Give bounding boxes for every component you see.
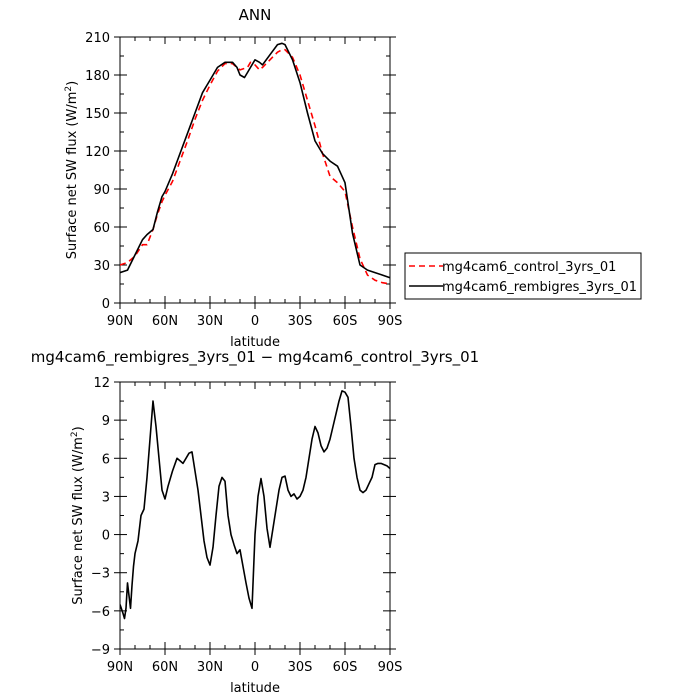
plot-title: ANN [239, 6, 272, 24]
plot-title: mg4cam6_rembigres_3yrs_01 − mg4cam6_cont… [31, 348, 479, 367]
y-tick-label: 0 [102, 529, 110, 544]
x-tick-label: 90S [378, 660, 403, 675]
y-tick-label: 120 [85, 145, 110, 160]
y-axis-label-main: Surface net SW flux (W/m [71, 437, 86, 605]
y-tick-label: −9 [91, 643, 110, 658]
bottom-panel: 90N 60N 30N 0 30S 60S 90S −9 −6 −3 0 3 6 9 12 mg4cam6_r… [31, 348, 479, 696]
y-tick-label: 6 [102, 452, 110, 467]
x-axis-label: latitude [230, 335, 280, 350]
x-tick-label: 30S [288, 660, 313, 675]
y-axis-label-tail: ) [71, 426, 86, 431]
legend-box [404, 252, 642, 300]
y-axis-label-main: Surface net SW flux (W/m [65, 92, 80, 260]
legend-label-1: mg4cam6_rembigres_3yrs_01 [442, 280, 637, 295]
x-tick-label: 30N [197, 660, 223, 675]
y-tick-label: 180 [85, 69, 110, 84]
x-tick-label: 30S [288, 314, 313, 329]
y-tick-label: 210 [85, 31, 110, 46]
y-tick-label: 9 [102, 414, 110, 429]
y-tick-label: 150 [85, 107, 110, 122]
plot-frame [119, 36, 391, 304]
y-tick-label: 30 [93, 259, 110, 274]
y-axis-label: Surface net SW flux (W/m2) [64, 81, 80, 259]
series-line-1 [120, 42, 390, 279]
x-tick-label: 90N [107, 660, 133, 675]
top-panel: 90N 60N 30N 0 30S 60S 90S 0 30 60 90 120 150 180 210 AN… [64, 6, 642, 350]
x-tick-label: 0 [251, 660, 259, 675]
x-tick-label: 60N [152, 314, 178, 329]
series-line-0 [120, 390, 390, 620]
plot-frame [119, 381, 391, 650]
y-axis-label: Surface net SW flux (W/m2) [70, 426, 86, 604]
y-tick-label: 60 [93, 221, 110, 236]
y-tick-label: 3 [102, 490, 110, 505]
x-tick-label: 60S [333, 314, 358, 329]
legend-label-0: mg4cam6_control_3yrs_01 [442, 260, 616, 275]
x-tick-label: 90S [378, 314, 403, 329]
x-tick-label: 60N [152, 660, 178, 675]
series-line-0 [120, 48, 390, 285]
y-axis-label-sup: 2 [70, 431, 80, 437]
y-tick-label: 0 [102, 297, 110, 312]
y-axis-label-tail: ) [65, 81, 80, 86]
x-tick-label: 90N [107, 314, 133, 329]
x-axis-label: latitude [230, 681, 280, 696]
y-tick-label: −6 [91, 605, 110, 620]
x-tick-label: 30N [197, 314, 223, 329]
y-tick-label: 12 [93, 376, 110, 391]
y-tick-label: 90 [93, 183, 110, 198]
y-axis-label-sup: 2 [64, 86, 74, 92]
x-tick-label: 0 [251, 314, 259, 329]
x-tick-label: 60S [333, 660, 358, 675]
y-tick-label: −3 [91, 567, 110, 582]
